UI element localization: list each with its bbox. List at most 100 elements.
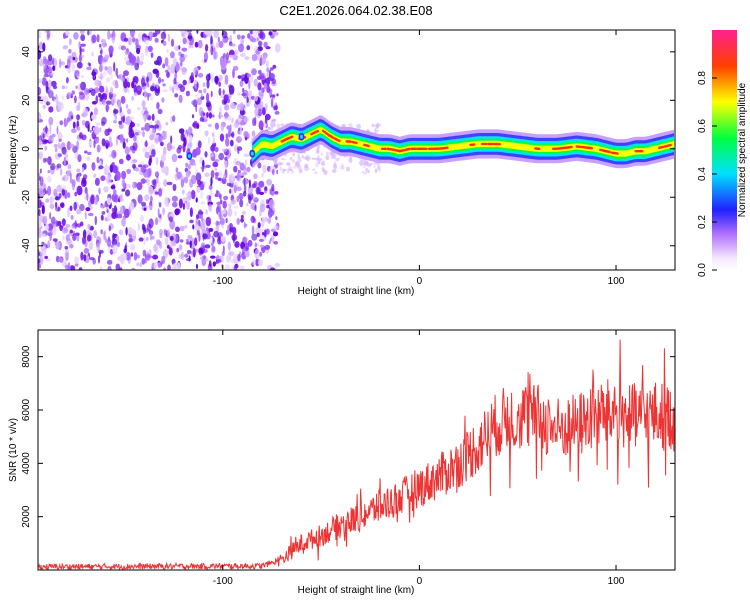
heatmap-noise-cell <box>265 60 269 68</box>
heatmap-noise-cell <box>98 85 105 93</box>
heatmap-noise-cell <box>243 131 249 138</box>
heatmap-noise-cell <box>163 267 166 270</box>
snr-x-tick-label: -100 <box>213 576 233 587</box>
heatmap-noise-cell <box>142 107 148 111</box>
heatmap-noise-cell <box>83 88 90 95</box>
heatmap-noise-cell <box>55 220 59 227</box>
heatmap-noise-cell <box>208 112 212 119</box>
heatmap-faint-cell <box>293 165 297 170</box>
heatmap-noise-cell <box>233 254 239 264</box>
heatmap-faint-cell <box>292 152 295 157</box>
heatmap-noise-cell <box>153 261 157 270</box>
heatmap-noise-cell <box>203 59 207 63</box>
heatmap-noise-cell <box>251 225 255 235</box>
heatmap-noise-cell <box>145 237 149 241</box>
heatmap-noise-cell <box>205 164 211 168</box>
heatmap-noise-cell <box>89 30 92 36</box>
heatmap-noise-cell <box>176 171 182 179</box>
heatmap-noise-cell <box>42 157 47 163</box>
heatmap-faint-cell <box>364 160 369 166</box>
heatmap-noise-cell <box>266 67 270 73</box>
heatmap-noise-cell <box>265 103 268 111</box>
heatmap-noise-cell <box>186 30 193 33</box>
heatmap-noise-cell <box>124 120 131 125</box>
heatmap-noise-cell <box>192 162 197 167</box>
heatmap-noise-cell <box>237 92 241 96</box>
heatmap-noise-cell <box>79 132 83 139</box>
heatmap-noise-cell <box>99 266 103 270</box>
heatmap-noise-cell <box>232 65 239 71</box>
heatmap-noise-cell <box>189 178 194 188</box>
heatmap-noise-cell <box>258 40 263 47</box>
heatmap-noise-cell <box>272 168 275 176</box>
heatmap-noise-cell <box>146 76 149 84</box>
heatmap-noise-cell <box>212 261 216 267</box>
heatmap-noise-cell <box>257 108 262 117</box>
heatmap-faint-cell <box>317 158 323 161</box>
heatmap-noise-cell <box>164 57 169 67</box>
snr-series-line <box>38 339 675 570</box>
heatmap-noise-cell <box>219 133 225 142</box>
heatmap-noise-cell <box>269 73 276 79</box>
heatmap-noise-cell <box>208 136 210 145</box>
heatmap-faint-cell <box>325 151 330 156</box>
heatmap-noise-cell <box>158 188 163 197</box>
heatmap-noise-cell <box>196 180 202 186</box>
heatmap-noise-cell <box>125 189 131 197</box>
heatmap-noise-cell <box>123 70 129 77</box>
heatmap-noise-cell <box>138 237 144 242</box>
heatmap-noise-cell <box>236 34 241 40</box>
heatmap-noise-cell <box>254 242 257 248</box>
heatmap-faint-cell <box>317 159 321 163</box>
heatmap-faint-cell <box>291 159 295 164</box>
heatmap-noise-cell <box>75 85 78 90</box>
heatmap-noise-cell <box>188 163 191 170</box>
heatmap-noise-cell <box>68 48 72 54</box>
heatmap-noise-cell <box>246 166 251 173</box>
heatmap-noise-cell <box>50 163 56 171</box>
heatmap-noise-cell <box>106 238 112 247</box>
heatmap-noise-cell <box>185 193 191 197</box>
heatmap-noise-cell <box>157 208 160 218</box>
heatmap-noise-cell <box>239 198 244 208</box>
heatmap-noise-cell <box>93 173 97 179</box>
heatmap-noise-cell <box>62 235 65 240</box>
heatmap-noise-cell <box>212 137 216 144</box>
heatmap-noise-cell <box>137 222 140 231</box>
heatmap-noise-cell <box>205 102 211 108</box>
heatmap-noise-cell <box>257 82 262 91</box>
heatmap-noise-cell <box>39 168 42 174</box>
heatmap-noise-cell <box>273 105 277 110</box>
heatmap-noise-cell <box>142 146 149 153</box>
heatmap-noise-cell <box>54 196 61 201</box>
heatmap-noise-cell <box>237 169 241 174</box>
heatmap-noise-cell <box>50 72 55 76</box>
heatmap-faint-cell <box>316 145 321 150</box>
heatmap-noise-cell <box>47 240 50 249</box>
heatmap-faint-cell <box>376 124 379 130</box>
heatmap-noise-cell <box>86 156 90 162</box>
heatmap-noise-cell <box>90 88 96 97</box>
heatmap-noise-cell <box>244 56 250 60</box>
heatmap-noise-cell <box>125 183 132 189</box>
heatmap-noise-cell <box>269 125 274 131</box>
heatmap-noise-cell <box>257 162 262 169</box>
ridge-core-segment <box>404 147 411 152</box>
heatmap-noise-cell <box>199 116 205 122</box>
heatmap-noise-cell <box>221 250 225 256</box>
heatmap-noise-cell <box>84 186 88 194</box>
heatmap-noise-cell <box>175 61 179 68</box>
heatmap-noise-cell <box>200 256 204 260</box>
ridge-band-yellow <box>252 126 675 157</box>
heatmap-noise-cell <box>187 235 193 239</box>
heatmap-noise-cell <box>48 229 53 238</box>
heatmap-noise-cell <box>141 257 146 265</box>
heatmap-noise-cell <box>104 140 110 149</box>
heatmap-noise-cell <box>139 262 143 268</box>
heatmap-noise-cell <box>213 230 220 238</box>
heatmap-noise-cell <box>182 197 188 202</box>
heatmap-faint-cell <box>373 165 376 168</box>
heatmap-noise-cell <box>270 234 274 243</box>
heatmap-noise-cell <box>172 183 177 192</box>
heatmap-noise-cell <box>119 193 124 202</box>
